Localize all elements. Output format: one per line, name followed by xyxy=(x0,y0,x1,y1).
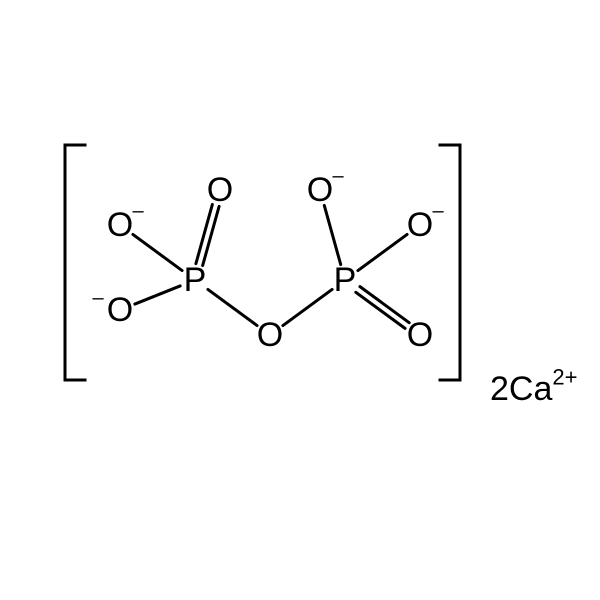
bond-single xyxy=(135,286,180,304)
charge-minus: – xyxy=(92,287,104,309)
bond-single xyxy=(358,234,407,270)
bond-single xyxy=(133,234,182,270)
atom-label-p: P xyxy=(334,261,357,299)
charge-minus: – xyxy=(132,200,144,222)
bond-single xyxy=(208,289,257,325)
atom-label-o: O xyxy=(407,206,433,244)
bracket-right xyxy=(440,145,460,380)
atom-label-o: O xyxy=(257,316,283,354)
atom-label-o: O xyxy=(107,206,133,244)
bond-double xyxy=(360,287,409,323)
atom-label-o: O xyxy=(307,171,333,209)
counterion-label: 2Ca2+ xyxy=(490,365,577,408)
bond-double xyxy=(356,292,405,328)
atom-label-o: O xyxy=(207,171,233,209)
bond-single xyxy=(283,289,332,325)
atom-label-o: O xyxy=(107,291,133,329)
atom-label-p: P xyxy=(184,261,207,299)
atom-label-o: O xyxy=(407,316,433,354)
charge-minus: – xyxy=(432,200,444,222)
charge-minus: – xyxy=(332,165,344,187)
bond-single xyxy=(324,205,340,264)
molecule-diagram: OPPOOO–O–O–O–2Ca2+ xyxy=(0,0,600,600)
bracket-left xyxy=(65,145,85,380)
